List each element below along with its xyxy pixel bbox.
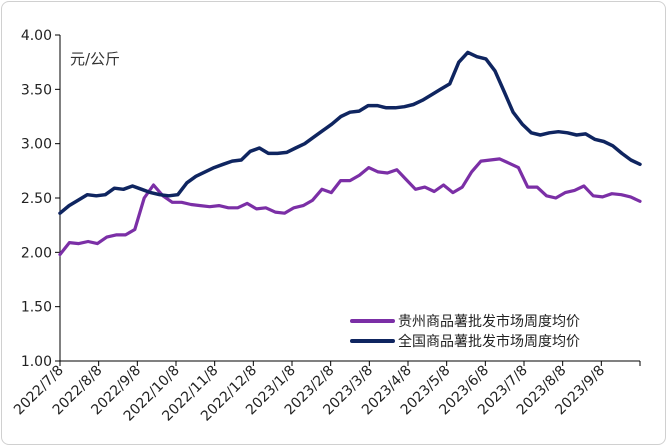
y-axis: 1.00 1.50 2.00 2.50 3.00 3.50 4.00 — [21, 28, 61, 370]
y-tick-label: 2.50 — [21, 191, 52, 207]
y-tick-label: 1.50 — [21, 300, 52, 316]
legend-label-national: 全国商品薯批发市场周度均价 — [398, 333, 580, 350]
legend: 贵州商品薯批发市场周度均价 全国商品薯批发市场周度均价 — [350, 313, 580, 350]
legend-label-guizhou: 贵州商品薯批发市场周度均价 — [398, 313, 580, 330]
y-tick-label: 3.50 — [21, 82, 52, 98]
x-axis: 2022/7/82022/8/82022/9/82022/10/82022/11… — [11, 360, 641, 425]
y-tick-label: 3.00 — [21, 137, 52, 153]
y-tick-label: 1.00 — [21, 354, 52, 370]
y-tick-label: 2.00 — [21, 245, 52, 261]
y-tick-label: 4.00 — [21, 28, 52, 44]
unit-label: 元/公斤 — [70, 50, 120, 68]
series-line-national — [58, 50, 642, 215]
series-line-guizhou — [58, 157, 642, 257]
series-layer — [58, 50, 642, 257]
